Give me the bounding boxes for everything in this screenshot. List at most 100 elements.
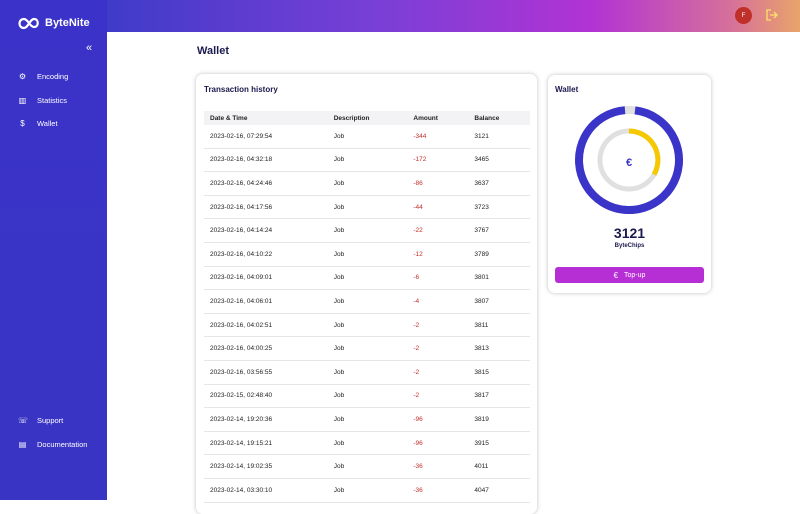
table-cell: Job xyxy=(327,148,408,173)
table-cell: Job xyxy=(327,289,408,314)
table-cell: 3815 xyxy=(468,360,530,385)
table-row: 2023-02-14, 19:20:36 Job -96 3819 xyxy=(204,407,530,432)
table-cell: 2023-02-16, 04:24:46 xyxy=(204,171,328,196)
sidebar: ByteNite « ⚙ Encoding ▥ Statistics $ Wallet ☏ S… xyxy=(0,0,107,500)
nav-icon: ▥ xyxy=(18,95,27,105)
table-row: 2023-02-16, 04:24:46 Job -86 3637 xyxy=(204,171,530,196)
table-cell: Job xyxy=(327,336,408,361)
table-cell: 2023-02-16, 04:10:22 xyxy=(204,242,328,267)
table-cell: 2023-02-16, 04:14:24 xyxy=(204,218,328,243)
nav-item[interactable]: ▤ Documentation xyxy=(18,439,88,449)
table-cell: -4 xyxy=(407,289,469,314)
table-cell: Job xyxy=(327,195,408,220)
nav-item[interactable]: ▥ Statistics xyxy=(18,96,67,105)
table-cell: 2023-02-14, 19:15:21 xyxy=(204,431,328,456)
nav-label: Documentation xyxy=(37,439,88,449)
table-cell: -36 xyxy=(407,454,469,479)
table-cell: 2023-02-16, 03:56:55 xyxy=(204,360,328,385)
table-cell: -6 xyxy=(407,266,469,291)
table-row: 2023-02-14, 19:02:35 Job -36 4011 xyxy=(204,454,530,479)
page-title: Wallet xyxy=(197,45,229,57)
table-cell: 3813 xyxy=(468,336,530,361)
nav-icon: $ xyxy=(20,119,25,128)
table-cell: 3637 xyxy=(468,171,530,196)
top-bar xyxy=(107,0,800,32)
table-cell: 4011 xyxy=(468,454,530,479)
collapse-button[interactable]: « xyxy=(86,42,93,54)
table-cell: -96 xyxy=(407,431,469,456)
avatar[interactable]: F xyxy=(735,7,752,24)
table-cell: 3767 xyxy=(468,218,530,243)
transactions-card: Transaction history Date & Time Descripti… xyxy=(196,74,537,514)
table-cell: -36 xyxy=(407,478,469,503)
column-header: Date & Time xyxy=(204,111,328,125)
table-row: 2023-02-16, 04:14:24 Job -22 3767 xyxy=(204,218,530,243)
table-cell: -2 xyxy=(407,384,469,409)
table-cell: 2023-02-14, 19:02:35 xyxy=(204,454,328,479)
table-row: 2023-02-16, 04:06:01 Job -4 3807 xyxy=(204,289,530,314)
table-cell: -96 xyxy=(407,407,469,432)
table-cell: Job xyxy=(327,218,408,243)
table-row: 2023-02-16, 04:09:01 Job -6 3801 xyxy=(204,266,530,291)
nav-item[interactable]: ☏ Support xyxy=(18,416,63,425)
column-header: Amount xyxy=(407,111,469,125)
table-cell: Job xyxy=(327,384,408,409)
table-cell: 2023-02-15, 02:48:40 xyxy=(204,384,328,409)
table-cell: 3915 xyxy=(468,431,530,456)
table-cell: 3817 xyxy=(468,384,530,409)
wallet-card: Wallet € 3121 ByteChips € Top-up xyxy=(548,75,711,293)
logo-icon xyxy=(18,17,39,30)
table-row: 2023-02-16, 04:32:18 Job -172 3465 xyxy=(204,148,530,173)
button-label: Top-up xyxy=(624,271,646,279)
nav-label: Encoding xyxy=(37,72,69,81)
table-cell: 2023-02-16, 04:00:25 xyxy=(204,336,328,361)
column-header: Balance xyxy=(468,111,530,125)
table-header: Date & Time Description Amount Balance xyxy=(204,111,530,125)
table-cell: -2 xyxy=(407,336,469,361)
table-row: 2023-02-16, 03:56:55 Job -2 3815 xyxy=(204,360,530,385)
table-cell: -344 xyxy=(407,125,469,149)
table-cell: 3723 xyxy=(468,195,530,220)
top-up-button[interactable]: € Top-up xyxy=(555,267,704,283)
nav-item[interactable]: $ Wallet xyxy=(18,119,57,128)
table-row: 2023-02-16, 04:17:56 Job -44 3723 xyxy=(204,195,530,220)
table-cell: -44 xyxy=(407,195,469,220)
app: {"sidebar":{"brand":"ByteNite","nav":["E… xyxy=(0,0,800,503)
table-cell: 3465 xyxy=(468,148,530,173)
logout-button[interactable] xyxy=(765,8,779,22)
table-cell: Job xyxy=(327,125,408,149)
table-cell: Job xyxy=(327,431,408,456)
table-row: 2023-02-15, 02:48:40 Job -2 3817 xyxy=(204,384,530,409)
card-title: Transaction history xyxy=(204,85,278,94)
svg-text:€: € xyxy=(626,157,632,169)
table-cell: 2023-02-16, 04:09:01 xyxy=(204,266,328,291)
table-cell: 3819 xyxy=(468,407,530,432)
table-cell: Job xyxy=(327,266,408,291)
column-header: Description xyxy=(327,111,408,125)
table-cell: -2 xyxy=(407,313,469,338)
table-cell: 3811 xyxy=(468,313,530,338)
table-cell: Job xyxy=(327,407,408,432)
nav-label: Support xyxy=(37,416,64,425)
table-cell: 3789 xyxy=(468,242,530,267)
table-row: 2023-02-16, 04:02:51 Job -2 3811 xyxy=(204,313,530,338)
nav-item[interactable]: ⚙ Encoding xyxy=(18,72,68,81)
table-cell: Job xyxy=(327,171,408,196)
transactions-table: Date & Time Description Amount Balance 2023… xyxy=(204,111,530,503)
balance-ring: € xyxy=(575,106,683,215)
table-row: 2023-02-16, 04:00:25 Job -2 3813 xyxy=(204,336,530,361)
table-cell: 3121 xyxy=(468,125,530,149)
balance-unit: ByteChips xyxy=(614,243,645,249)
logo[interactable]: ByteNite xyxy=(18,16,90,30)
nav-label: Statistics xyxy=(37,95,68,105)
table-cell: Job xyxy=(327,360,408,385)
table-row: 2023-02-14, 03:30:10 Job -36 4047 xyxy=(204,478,530,503)
table-cell: 4047 xyxy=(468,478,530,503)
table-cell: Job xyxy=(327,242,408,267)
nav-icon: ▤ xyxy=(18,439,27,449)
nav-icon: ☏ xyxy=(18,416,29,425)
table-cell: Job xyxy=(327,454,408,479)
table-row: 2023-02-14, 19:15:21 Job -96 3915 xyxy=(204,431,530,456)
table-cell: -12 xyxy=(407,242,469,267)
table-row: 2023-02-16, 07:29:54 Job -344 3121 xyxy=(204,125,530,149)
